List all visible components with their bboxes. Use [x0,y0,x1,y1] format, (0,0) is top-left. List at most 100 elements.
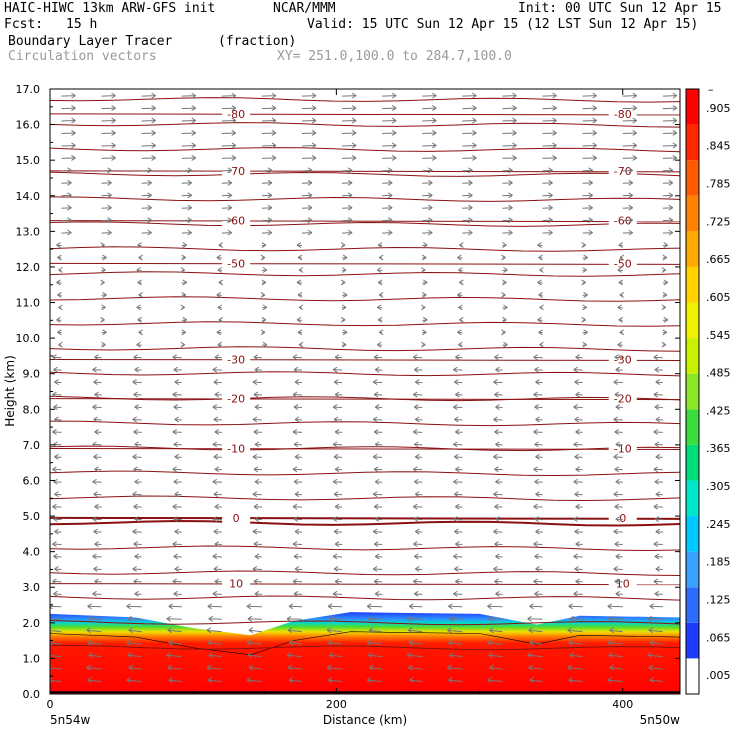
wind-vector-head [213,379,219,386]
wind-vector-head [311,117,317,124]
wind-vector [573,518,583,521]
wind-vector-head [581,279,586,286]
wind-vector-head [655,416,661,423]
wind-vector [342,107,357,110]
wind-vector-head [413,354,418,361]
wind-vector [502,107,517,110]
wind-vector [52,431,62,433]
wind-vector [294,418,303,421]
wind-vector-head [86,664,91,671]
wind-vector-head [151,117,156,124]
wind-vector-head [93,566,98,572]
temperature-contour [50,420,680,427]
wind-vector-head [206,627,212,634]
wind-vector-head [495,478,500,485]
contour-label: 0 [619,512,626,525]
wind-vector-head [502,242,507,249]
wind-vector-head [567,627,572,634]
wind-vector-head [374,590,380,597]
wind-vector-head [672,105,678,111]
wind-vector-head [168,677,173,683]
wind-vector-head [138,291,143,298]
wind-vector-head [459,279,464,286]
wind-vector [495,555,503,558]
wind-vector [413,394,423,396]
wind-vector-head [655,453,661,460]
wind-vector [614,394,623,396]
wind-vector-head [468,204,473,211]
wind-vector [535,418,543,421]
wind-vector [61,169,72,172]
wind-vector [622,95,637,97]
wind-vector [534,518,543,521]
wind-vector-head [628,217,633,224]
colorbar-label: .245 [706,518,731,531]
wind-vector [382,182,393,184]
wind-vector-head [615,553,620,560]
wind-vector-head [493,379,498,386]
wind-vector [333,369,343,371]
wind-vector [301,232,313,234]
wind-vector [53,406,62,409]
wind-vector-head [582,341,587,348]
wind-vector-head [432,117,437,124]
temperature-contour [50,570,680,576]
wind-vector-head [472,130,477,136]
wind-vector-head [54,379,59,386]
wind-vector [375,481,383,483]
contour-label: -30 [227,353,245,366]
wind-vector-head [271,130,277,136]
wind-vector [662,95,677,97]
wind-vector [382,207,393,209]
wind-vector-head [548,167,553,174]
wind-vector [422,169,433,172]
wind-vector [382,132,397,134]
wind-vector [449,618,463,620]
wind-vector [422,182,433,184]
wind-vector [248,667,262,670]
wind-vector [534,369,543,371]
colorbar-swatch [686,338,699,374]
wind-vector [261,107,276,110]
wind-vector-head [292,391,298,398]
wind-vector [334,531,343,533]
wind-vector-head [372,528,378,535]
wind-vector [535,493,543,496]
wind-vector-head [93,416,98,423]
wind-vector [622,169,633,172]
wind-vector [489,629,503,633]
wind-vector-head [672,92,678,99]
colorbar-swatch [686,622,699,659]
wind-vector [655,418,663,421]
wind-vector [253,394,262,396]
wind-vector-head [455,541,460,547]
wind-vector-head [53,366,58,373]
wind-vector [528,667,543,670]
wind-vector-head [653,578,659,585]
wind-vector [414,406,423,409]
wind-vector [168,679,182,683]
wind-vector-head [351,142,357,149]
wind-vector-head [54,528,59,535]
wind-vector [286,654,303,658]
wind-vector-head [254,553,260,560]
wind-vector [462,169,473,172]
wind-vector-head [495,590,500,597]
wind-vector [529,605,543,608]
wind-vector [92,443,102,446]
wind-vector-head [174,566,179,572]
wind-vector-head [503,341,508,348]
wind-vector-head [50,664,52,671]
temperature-contour [50,495,680,502]
wind-vector-head [326,664,332,671]
wind-vector-head [649,603,655,610]
wind-vector [447,667,463,670]
wind-vector [495,369,503,371]
contour-label: -20 [614,393,632,406]
wind-vector [166,654,182,658]
wind-vector [488,618,503,620]
wind-vector-head [458,341,463,348]
wind-vector [214,468,222,471]
wind-vector [254,518,262,521]
